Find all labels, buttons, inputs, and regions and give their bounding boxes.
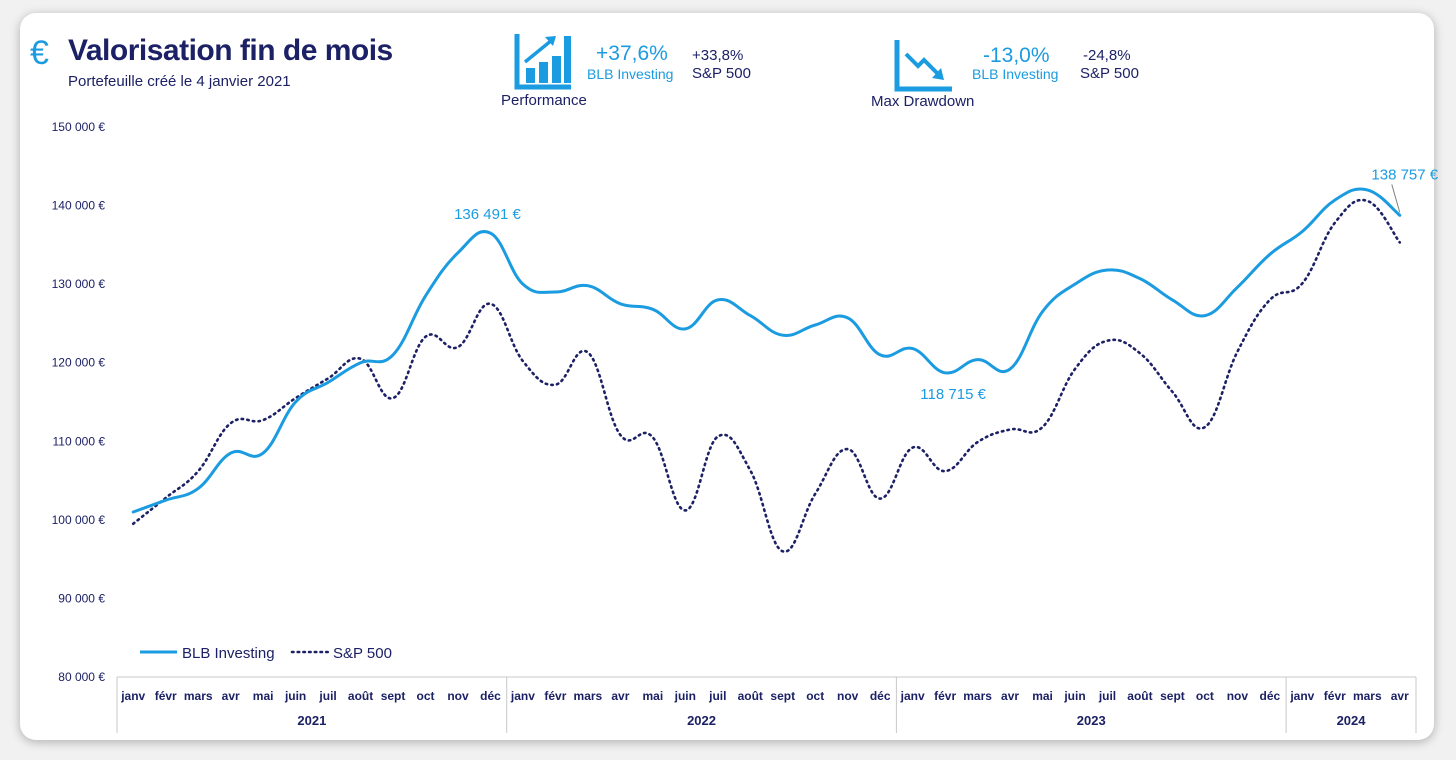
x-tick-label: févr [934, 689, 956, 703]
x-tick-label: févr [1324, 689, 1346, 703]
x-tick-label: juin [284, 689, 306, 703]
x-tick-label: mai [253, 689, 274, 703]
x-tick-label: avr [611, 689, 629, 703]
y-tick-label: 140 000 € [52, 199, 106, 213]
x-tick-label: mai [1032, 689, 1053, 703]
x-tick-label: mars [184, 689, 213, 703]
x-tick-label: juil [1098, 689, 1116, 703]
y-tick-label: 80 000 € [58, 670, 105, 684]
sp500-line [133, 200, 1400, 552]
x-tick-label: déc [870, 689, 891, 703]
x-tick-label: juil [318, 689, 336, 703]
blb-investing-line [133, 189, 1400, 512]
x-tick-label: sept [770, 689, 795, 703]
y-tick-label: 150 000 € [52, 120, 106, 134]
x-tick-label: oct [806, 689, 824, 703]
year-label: 2021 [297, 713, 326, 728]
x-tick-label: avr [1391, 689, 1409, 703]
x-tick-label: mars [963, 689, 992, 703]
x-tick-label: mars [574, 689, 603, 703]
year-label: 2023 [1077, 713, 1106, 728]
x-tick-label: nov [447, 689, 469, 703]
x-tick-label: janv [1289, 689, 1314, 703]
y-tick-label: 110 000 € [53, 434, 106, 448]
x-tick-label: juin [1063, 689, 1085, 703]
x-tick-label: mars [1353, 689, 1382, 703]
x-tick-label: oct [1196, 689, 1214, 703]
x-tick-label: janv [120, 689, 145, 703]
x-tick-label: août [738, 689, 763, 703]
legend-label-sp: S&P 500 [333, 645, 392, 662]
x-tick-label: oct [417, 689, 435, 703]
x-tick-label: janv [510, 689, 535, 703]
data-label: 118 715 € [920, 386, 986, 403]
data-label: 138 757 € [1371, 166, 1438, 183]
year-label: 2022 [687, 713, 716, 728]
y-tick-label: 100 000 € [52, 513, 106, 527]
x-tick-label: mai [642, 689, 663, 703]
x-tick-label: févr [155, 689, 177, 703]
x-tick-label: août [1127, 689, 1152, 703]
data-label: 136 491 € [454, 206, 521, 223]
x-tick-label: déc [1260, 689, 1281, 703]
x-tick-label: avr [1001, 689, 1019, 703]
y-tick-label: 90 000 € [58, 591, 105, 605]
x-tick-label: sept [1160, 689, 1185, 703]
x-tick-label: nov [837, 689, 859, 703]
x-tick-label: juin [674, 689, 696, 703]
x-tick-label: juil [708, 689, 726, 703]
x-tick-label: déc [480, 689, 501, 703]
x-tick-label: sept [381, 689, 406, 703]
x-tick-label: janv [900, 689, 925, 703]
x-tick-label: nov [1227, 689, 1249, 703]
x-tick-label: févr [544, 689, 566, 703]
y-tick-label: 120 000 € [52, 356, 106, 370]
y-tick-label: 130 000 € [52, 277, 106, 291]
x-tick-label: août [348, 689, 373, 703]
x-tick-label: avr [222, 689, 240, 703]
year-label: 2024 [1337, 713, 1367, 728]
legend-label-blb: BLB Investing [182, 645, 275, 662]
